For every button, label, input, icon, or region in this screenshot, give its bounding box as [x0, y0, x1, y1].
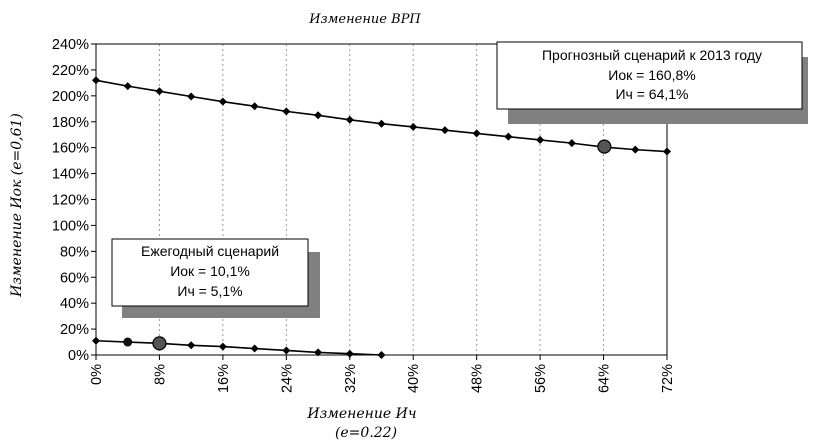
annual-annotation: Ежегодный сценарий Иок = 10,1% Ич = 5,1%: [111, 238, 320, 318]
x-tick-label: 64%: [597, 364, 613, 393]
forecast-annotation-box: [496, 41, 803, 110]
data-point: [187, 92, 196, 101]
data-point: [92, 336, 100, 345]
data-point: [250, 102, 259, 111]
x-tick-label: 40%: [406, 364, 422, 393]
y-tick-label: 0%: [68, 348, 89, 364]
data-point: [345, 349, 354, 358]
data-point: [218, 342, 227, 351]
y-tick-label: 20%: [60, 322, 89, 338]
y-axis-label: Изменение Иок (e=0,61): [9, 113, 25, 298]
x-axis-label: Изменение Ич: [306, 406, 416, 422]
marker-point: [123, 337, 133, 347]
x-tick-label: 8%: [152, 364, 168, 385]
highlight-point: [597, 139, 612, 154]
y-tick-label: 220%: [52, 63, 89, 79]
y-tick-label: 40%: [60, 296, 89, 312]
annual-annotation-line-3: Ич = 5,1%: [177, 283, 242, 299]
annual-annotation-line-2: Иок = 10,1%: [170, 263, 250, 279]
data-point: [282, 346, 291, 355]
data-point: [92, 76, 100, 85]
data-point: [377, 351, 386, 359]
data-point: [631, 145, 640, 154]
x-tick-label: 0%: [89, 364, 105, 385]
y-tick-label: 180%: [52, 115, 89, 131]
highlight-point: [152, 336, 167, 351]
data-point: [345, 115, 354, 124]
data-point: [567, 139, 576, 148]
data-point: [377, 119, 386, 128]
data-point: [409, 122, 418, 131]
x-tick-label: 72%: [660, 364, 676, 393]
data-point: [187, 341, 196, 350]
data-point: [250, 344, 259, 353]
y-tick-label: 60%: [60, 270, 89, 286]
y-tick-labels: 0% 20% 40% 60% 80% 100% 120% 140% 160% 180% 200% 22…: [52, 37, 89, 364]
y-tick-label: 200%: [52, 89, 89, 105]
x-tick-label: 16%: [216, 364, 232, 393]
data-point: [314, 111, 323, 120]
chart-title: Изменение ВРП: [308, 12, 421, 27]
x-axis-sublabel: (e=0.22): [335, 425, 397, 440]
x-tick-label: 24%: [279, 364, 295, 393]
x-tick-label: 56%: [533, 364, 549, 393]
forecast-annotation-line-3: Ич = 64,1%: [615, 86, 688, 102]
y-tick-label: 100%: [52, 218, 89, 234]
y-tick-label: 80%: [60, 244, 89, 260]
annual-annotation-box: [111, 238, 309, 307]
data-point: [123, 82, 132, 91]
data-point: [218, 97, 227, 106]
series-line: [95, 339, 382, 356]
y-tick-label: 120%: [52, 193, 89, 209]
y-tick-label: 140%: [52, 167, 89, 183]
data-point: [663, 147, 671, 156]
forecast-annotation-line-1: Прогнозный сценарий к 2013 году: [542, 47, 762, 63]
data-point: [155, 87, 164, 96]
data-point: [282, 107, 291, 116]
series-layer: [92, 76, 671, 359]
data-point: [314, 348, 323, 357]
data-point: [536, 135, 545, 144]
y-tick-label: 160%: [52, 141, 89, 157]
annual-annotation-line-1: Ежегодный сценарий: [141, 243, 279, 259]
data-point: [472, 129, 481, 138]
x-tick-label: 32%: [343, 364, 359, 393]
data-point: [440, 126, 449, 135]
data-point: [504, 132, 513, 141]
x-tick-label: 48%: [470, 364, 486, 393]
x-tick-labels: 0% 8% 16% 24% 32% 40% 48% 56% 64% 72%: [89, 364, 676, 393]
y-tick-label: 240%: [52, 37, 89, 53]
forecast-annotation: Прогнозный сценарий к 2013 году Иок = 16…: [496, 41, 808, 124]
forecast-annotation-line-2: Иок = 160,8%: [608, 67, 695, 83]
